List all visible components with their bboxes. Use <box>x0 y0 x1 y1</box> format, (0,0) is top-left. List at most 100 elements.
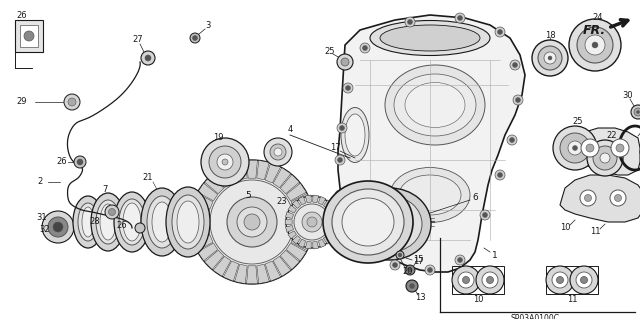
Text: 3: 3 <box>205 21 211 31</box>
Polygon shape <box>332 219 339 225</box>
Circle shape <box>458 272 474 288</box>
Text: 29: 29 <box>17 98 28 107</box>
Ellipse shape <box>358 196 422 252</box>
Polygon shape <box>328 231 336 239</box>
Circle shape <box>455 13 465 23</box>
Text: 24: 24 <box>593 13 604 23</box>
Text: 25: 25 <box>573 117 583 127</box>
Circle shape <box>74 156 86 168</box>
Circle shape <box>592 42 598 48</box>
Circle shape <box>398 253 402 257</box>
Text: 26: 26 <box>116 220 127 229</box>
Text: 18: 18 <box>545 31 556 40</box>
Circle shape <box>209 146 241 178</box>
Text: 17: 17 <box>330 144 340 152</box>
Circle shape <box>392 263 397 268</box>
Circle shape <box>405 265 415 275</box>
Circle shape <box>634 108 640 116</box>
Circle shape <box>544 52 556 64</box>
Circle shape <box>337 54 353 70</box>
Text: 11: 11 <box>589 227 600 236</box>
Text: SP03A0100C: SP03A0100C <box>511 314 559 319</box>
Text: 25: 25 <box>324 48 335 56</box>
Ellipse shape <box>385 65 485 145</box>
Circle shape <box>611 139 629 157</box>
Polygon shape <box>285 212 294 219</box>
Circle shape <box>343 83 353 93</box>
Text: 20: 20 <box>403 268 413 277</box>
Circle shape <box>190 160 314 284</box>
Circle shape <box>42 211 74 243</box>
Circle shape <box>341 58 349 66</box>
Text: 4: 4 <box>287 125 292 135</box>
Polygon shape <box>330 212 339 219</box>
Circle shape <box>302 212 322 232</box>
Text: 10: 10 <box>473 295 483 305</box>
Circle shape <box>568 141 582 155</box>
Polygon shape <box>305 241 311 249</box>
Circle shape <box>335 155 345 165</box>
Text: 22: 22 <box>607 130 617 139</box>
Polygon shape <box>298 197 306 205</box>
Circle shape <box>576 272 592 288</box>
Circle shape <box>190 33 200 43</box>
Circle shape <box>360 246 365 250</box>
Polygon shape <box>223 261 239 281</box>
Ellipse shape <box>114 192 150 252</box>
Polygon shape <box>213 256 231 276</box>
Circle shape <box>552 272 568 288</box>
Polygon shape <box>338 15 525 272</box>
Polygon shape <box>280 174 300 194</box>
Circle shape <box>342 226 346 231</box>
Polygon shape <box>568 128 640 175</box>
Ellipse shape <box>342 198 394 246</box>
Circle shape <box>428 268 433 272</box>
Circle shape <box>68 98 76 106</box>
Polygon shape <box>288 231 296 239</box>
Circle shape <box>463 277 470 284</box>
Text: 6: 6 <box>472 194 478 203</box>
Circle shape <box>495 170 505 180</box>
Polygon shape <box>205 250 224 270</box>
Circle shape <box>410 284 415 288</box>
Ellipse shape <box>380 25 480 51</box>
Text: 30: 30 <box>623 92 634 100</box>
Ellipse shape <box>332 189 404 255</box>
Polygon shape <box>213 168 231 188</box>
Ellipse shape <box>100 204 116 240</box>
Circle shape <box>264 138 292 166</box>
Ellipse shape <box>166 187 210 257</box>
Circle shape <box>616 144 624 152</box>
Circle shape <box>553 126 597 170</box>
Circle shape <box>77 159 83 165</box>
Ellipse shape <box>405 83 465 128</box>
Ellipse shape <box>390 167 470 222</box>
Text: 11: 11 <box>567 295 577 305</box>
Text: 28: 28 <box>90 218 100 226</box>
Circle shape <box>217 154 233 170</box>
Text: 7: 7 <box>102 186 108 195</box>
Polygon shape <box>318 197 326 205</box>
Circle shape <box>486 277 493 284</box>
Circle shape <box>513 95 523 105</box>
Circle shape <box>497 173 502 177</box>
Circle shape <box>587 140 623 176</box>
Polygon shape <box>285 219 292 225</box>
Polygon shape <box>190 227 210 239</box>
Bar <box>15 20 43 52</box>
Polygon shape <box>190 205 210 217</box>
Circle shape <box>560 133 590 163</box>
Circle shape <box>570 266 598 294</box>
Ellipse shape <box>341 108 369 162</box>
Circle shape <box>585 35 605 55</box>
Polygon shape <box>235 160 247 180</box>
Polygon shape <box>305 195 311 203</box>
Bar <box>546 266 598 294</box>
Circle shape <box>357 243 367 253</box>
Circle shape <box>610 190 626 206</box>
Ellipse shape <box>119 199 145 245</box>
Text: 23: 23 <box>276 197 287 206</box>
Polygon shape <box>205 174 224 194</box>
Ellipse shape <box>147 196 177 248</box>
Polygon shape <box>298 239 306 248</box>
